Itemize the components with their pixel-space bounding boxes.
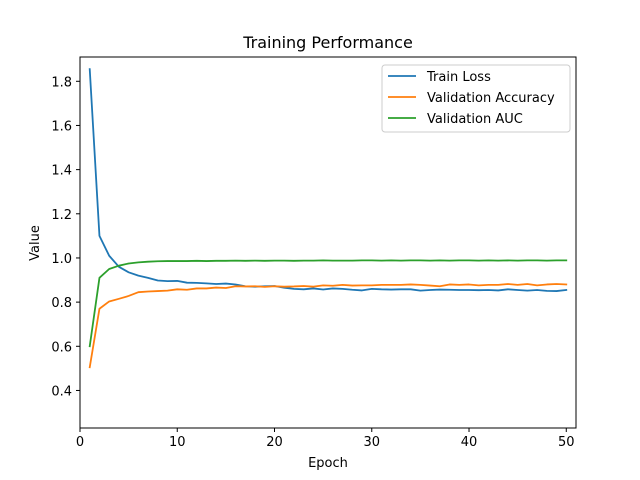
series-layer <box>88 68 568 369</box>
y-tick-label: 0.4 <box>51 384 72 399</box>
x-tick-label: 0 <box>76 435 84 450</box>
x-tick-label: 40 <box>461 435 478 450</box>
series-line-2 <box>88 283 568 369</box>
legend-box <box>381 64 571 133</box>
y-tick-label: 1.2 <box>51 208 72 223</box>
x-axis-title: Epoch <box>308 456 348 471</box>
legend-label-2: Validation Accuracy <box>427 91 555 106</box>
y-tick-label: 0.6 <box>51 340 72 355</box>
plot-frame <box>79 56 577 429</box>
legend-label-1: Train Loss <box>426 70 491 85</box>
x-tick-label: 10 <box>169 435 186 450</box>
series-line-3 <box>88 259 568 348</box>
y-tick-label: 1.0 <box>51 252 72 267</box>
legend: Train Loss Validation Accuracy Validation … <box>381 64 571 133</box>
series-line-1 <box>88 68 568 292</box>
x-tick-label: 30 <box>363 435 380 450</box>
x-tick-label: 50 <box>558 435 575 450</box>
axes-layer: 0 10 20 30 40 50 0.4 0.6 0.8 1.0 1.2 1.4 1.6 1.8 <box>51 56 577 450</box>
chart-title: Training Performance <box>242 33 413 52</box>
y-tick-label: 1.8 <box>51 75 72 90</box>
x-tick-label: 20 <box>266 435 283 450</box>
y-tick-label: 0.8 <box>51 296 72 311</box>
y-tick-label: 1.6 <box>51 119 72 134</box>
legend-label-3: Validation AUC <box>427 112 523 127</box>
y-axis-title: Value <box>28 225 43 261</box>
y-tick-label: 1.4 <box>51 164 72 179</box>
